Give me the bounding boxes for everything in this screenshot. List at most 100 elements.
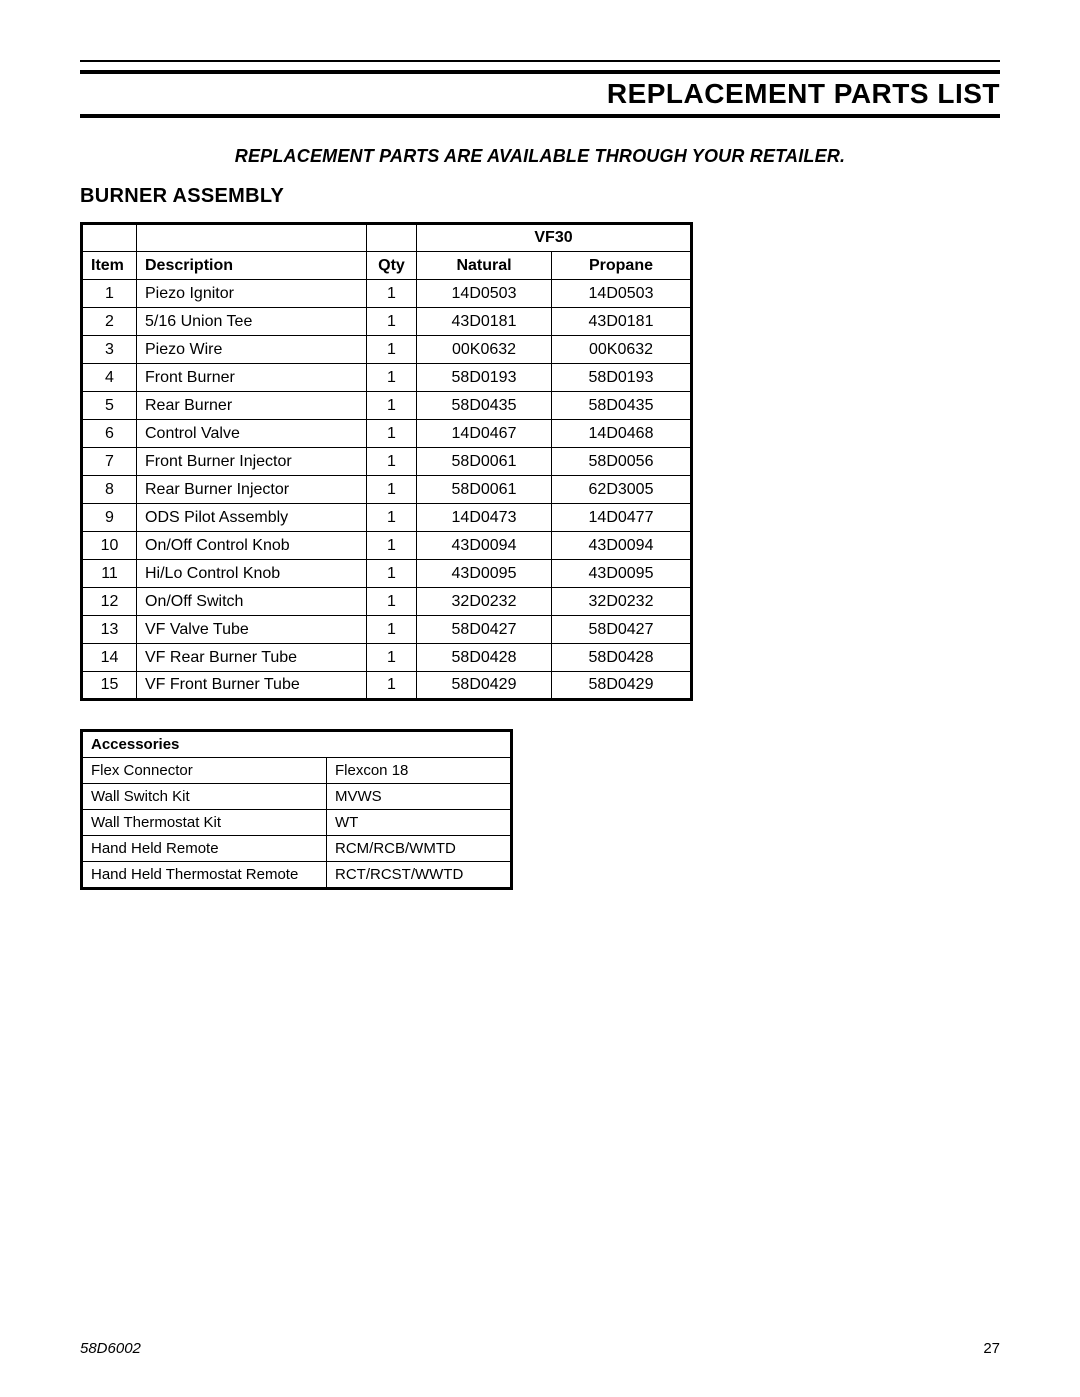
accessories-table: Accessories Flex ConnectorFlexcon 18Wall… — [80, 729, 513, 890]
footer-page-number: 27 — [983, 1340, 1000, 1357]
cell-natural: 14D0467 — [417, 420, 552, 448]
cell-qty: 1 — [367, 672, 417, 700]
cell-accessory-code: WT — [327, 810, 512, 836]
cell-item: 7 — [82, 448, 137, 476]
cell-propane: 14D0503 — [552, 280, 692, 308]
cell-propane: 58D0429 — [552, 672, 692, 700]
cell-item: 4 — [82, 364, 137, 392]
table-row: 3Piezo Wire100K063200K0632 — [82, 336, 692, 364]
cell-natural: 58D0428 — [417, 644, 552, 672]
table-row: 4Front Burner158D019358D0193 — [82, 364, 692, 392]
cell-item: 2 — [82, 308, 137, 336]
cell-natural: 32D0232 — [417, 588, 552, 616]
cell-accessory-name: Hand Held Thermostat Remote — [82, 862, 327, 889]
cell-qty: 1 — [367, 308, 417, 336]
cell-propane: 62D3005 — [552, 476, 692, 504]
cell-natural: 43D0094 — [417, 532, 552, 560]
col-qty: Qty — [367, 252, 417, 280]
cell-propane: 58D0056 — [552, 448, 692, 476]
table-row: 7Front Burner Injector158D006158D0056 — [82, 448, 692, 476]
cell-qty: 1 — [367, 644, 417, 672]
parts-table: VF30 Item Description Qty Natural Propan… — [80, 222, 693, 701]
cell-qty: 1 — [367, 616, 417, 644]
cell-qty: 1 — [367, 364, 417, 392]
table-row: Hand Held Thermostat RemoteRCT/RCST/WWTD — [82, 862, 512, 889]
cell-propane: 58D0428 — [552, 644, 692, 672]
cell-accessory-code: MVWS — [327, 784, 512, 810]
cell-description: On/Off Switch — [137, 588, 367, 616]
cell-description: VF Valve Tube — [137, 616, 367, 644]
table-row: Hand Held RemoteRCM/RCB/WMTD — [82, 836, 512, 862]
table-row: 5Rear Burner158D043558D0435 — [82, 392, 692, 420]
table-row: 15VF Front Burner Tube158D042958D0429 — [82, 672, 692, 700]
cell-natural: 43D0095 — [417, 560, 552, 588]
cell-natural: 58D0435 — [417, 392, 552, 420]
table-row: 10On/Off Control Knob143D009443D0094 — [82, 532, 692, 560]
cell-item: 5 — [82, 392, 137, 420]
col-natural: Natural — [417, 252, 552, 280]
table-row: Flex ConnectorFlexcon 18 — [82, 758, 512, 784]
page: REPLACEMENT PARTS LIST REPLACEMENT PARTS… — [0, 0, 1080, 1397]
cell-item: 11 — [82, 560, 137, 588]
col-item: Item — [82, 252, 137, 280]
cell-qty: 1 — [367, 280, 417, 308]
model-header: VF30 — [417, 224, 692, 252]
footer-doc-number: 58D6002 — [80, 1340, 141, 1357]
table-row: 13VF Valve Tube158D042758D0427 — [82, 616, 692, 644]
cell-qty: 1 — [367, 420, 417, 448]
table-row: 6Control Valve114D046714D0468 — [82, 420, 692, 448]
cell-accessory-name: Flex Connector — [82, 758, 327, 784]
table-row: 8Rear Burner Injector158D006162D3005 — [82, 476, 692, 504]
cell-item: 1 — [82, 280, 137, 308]
table-row: 25/16 Union Tee143D018143D0181 — [82, 308, 692, 336]
cell-description: On/Off Control Knob — [137, 532, 367, 560]
cell-qty: 1 — [367, 504, 417, 532]
cell-item: 15 — [82, 672, 137, 700]
parts-header-row-2: Item Description Qty Natural Propane — [82, 252, 692, 280]
cell-item: 9 — [82, 504, 137, 532]
cell-accessory-name: Wall Thermostat Kit — [82, 810, 327, 836]
cell-propane: 58D0193 — [552, 364, 692, 392]
cell-description: Front Burner — [137, 364, 367, 392]
table-row: 14VF Rear Burner Tube158D042858D0428 — [82, 644, 692, 672]
cell-qty: 1 — [367, 588, 417, 616]
title-wrap: REPLACEMENT PARTS LIST — [80, 78, 1000, 118]
table-row: Wall Thermostat KitWT — [82, 810, 512, 836]
cell-description: Piezo Ignitor — [137, 280, 367, 308]
header-rules — [80, 60, 1000, 74]
col-propane: Propane — [552, 252, 692, 280]
accessories-header-row: Accessories — [82, 731, 512, 758]
cell-propane: 43D0181 — [552, 308, 692, 336]
cell-item: 3 — [82, 336, 137, 364]
cell-natural: 14D0473 — [417, 504, 552, 532]
cell-natural: 43D0181 — [417, 308, 552, 336]
cell-description: Control Valve — [137, 420, 367, 448]
table-row: Wall Switch KitMVWS — [82, 784, 512, 810]
cell-natural: 58D0061 — [417, 476, 552, 504]
cell-propane: 43D0094 — [552, 532, 692, 560]
page-title: REPLACEMENT PARTS LIST — [607, 78, 1000, 109]
cell-description: 5/16 Union Tee — [137, 308, 367, 336]
cell-qty: 1 — [367, 392, 417, 420]
cell-accessory-name: Hand Held Remote — [82, 836, 327, 862]
cell-item: 13 — [82, 616, 137, 644]
cell-natural: 58D0193 — [417, 364, 552, 392]
cell-natural: 00K0632 — [417, 336, 552, 364]
parts-header-row-1: VF30 — [82, 224, 692, 252]
table-row: 9ODS Pilot Assembly114D047314D0477 — [82, 504, 692, 532]
cell-accessory-code: Flexcon 18 — [327, 758, 512, 784]
retailer-note: REPLACEMENT PARTS ARE AVAILABLE THROUGH … — [80, 146, 1000, 167]
cell-qty: 1 — [367, 476, 417, 504]
cell-propane: 58D0427 — [552, 616, 692, 644]
cell-qty: 1 — [367, 560, 417, 588]
cell-natural: 58D0427 — [417, 616, 552, 644]
cell-description: Rear Burner Injector — [137, 476, 367, 504]
cell-description: Hi/Lo Control Knob — [137, 560, 367, 588]
cell-natural: 14D0503 — [417, 280, 552, 308]
cell-description: Piezo Wire — [137, 336, 367, 364]
cell-item: 14 — [82, 644, 137, 672]
cell-item: 10 — [82, 532, 137, 560]
cell-accessory-code: RCT/RCST/WWTD — [327, 862, 512, 889]
cell-propane: 00K0632 — [552, 336, 692, 364]
cell-accessory-code: RCM/RCB/WMTD — [327, 836, 512, 862]
